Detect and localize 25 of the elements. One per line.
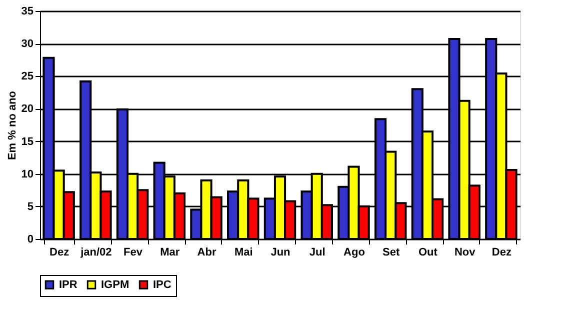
y-tick-label: 10 <box>21 168 34 180</box>
x-tick-label: jan/02 <box>80 246 112 258</box>
y-tick-label: 20 <box>21 103 34 116</box>
x-tick-label: Set <box>382 246 400 258</box>
y-tick-label: 30 <box>21 38 34 50</box>
y-tick-label: 5 <box>27 200 34 213</box>
x-tick-label: Jun <box>270 246 291 258</box>
x-tick-label: Ago <box>344 246 366 258</box>
x-tick-label: Dez <box>50 246 70 258</box>
x-tick-label: Out <box>418 246 438 258</box>
y-tick-label: 35 <box>21 6 34 18</box>
y-axis-title: Em % no ano <box>6 90 18 160</box>
x-tick-label: Jul <box>309 246 326 258</box>
x-tick-label: Mai <box>234 246 253 258</box>
x-tick-label: Mar <box>160 246 180 258</box>
y-tick-label: 25 <box>21 70 34 83</box>
x-tick-label: Dez <box>492 246 512 258</box>
x-tick-label: Nov <box>454 246 476 258</box>
x-tick-label: Fev <box>124 246 144 258</box>
legend-label: IGPM <box>101 278 130 291</box>
legend-label: IPR <box>59 278 78 291</box>
x-tick-label: Abr <box>197 246 217 258</box>
y-tick-label: 0 <box>27 234 34 246</box>
legend-label: IPC <box>153 278 172 291</box>
y-tick-label: 15 <box>21 136 34 148</box>
